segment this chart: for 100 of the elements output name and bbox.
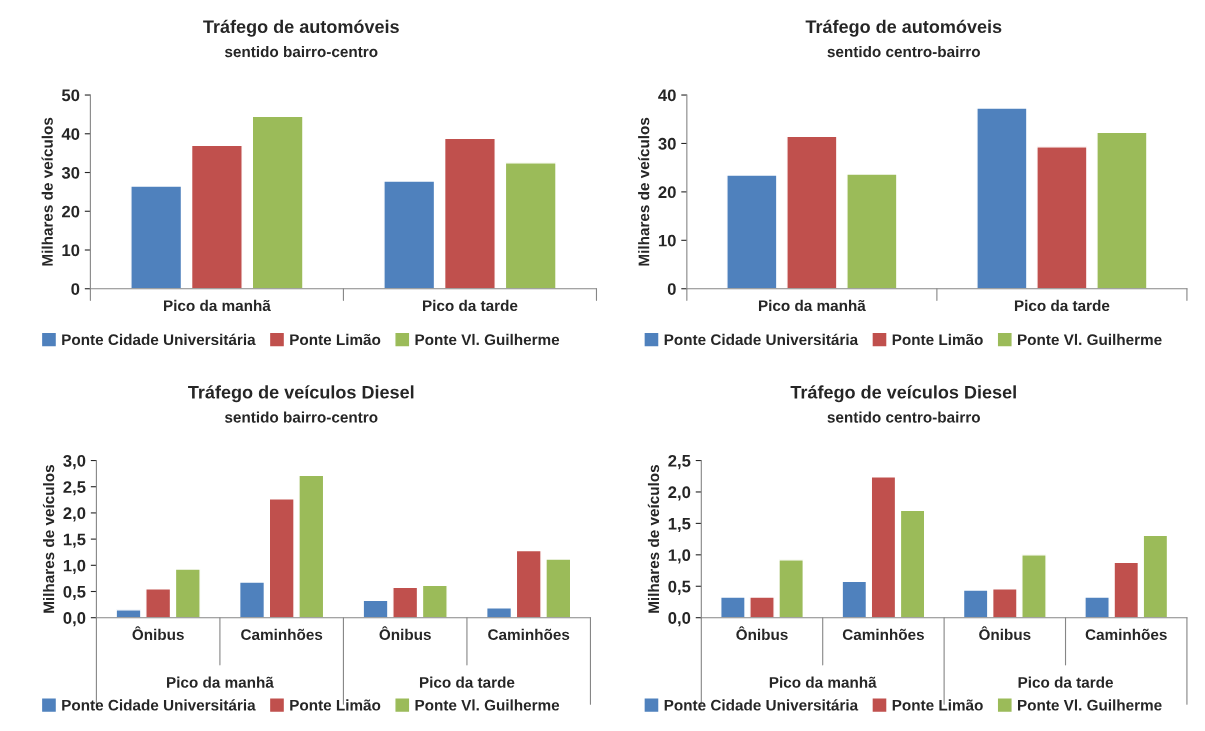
x-tick-label: Ônibus (736, 626, 788, 641)
bar (846, 173, 898, 289)
y-tick-label: 30 (61, 166, 80, 179)
x-tick-label: Pico da manhã (758, 299, 866, 312)
x-tick-label: Caminhões (842, 628, 924, 641)
y-tick-label: 0,5 (668, 580, 691, 595)
y-axis-title: Milhares de veículos (42, 465, 55, 613)
y-axis-title: Milhares de veículos (637, 117, 650, 266)
bar (421, 584, 448, 618)
legend-label: Ponte Vl. Guilherme (415, 333, 560, 346)
legend-label: Ponte Cidade Universitária (62, 699, 256, 711)
chart-title: Tráfego de automóveis (203, 19, 399, 37)
y-tick-label: 2,5 (668, 454, 691, 470)
bar (174, 568, 201, 618)
x-tick-label: Caminhões (241, 628, 323, 641)
y-tick-label: 2,0 (668, 486, 691, 501)
bar (443, 137, 496, 289)
text: Pico da manhã (167, 676, 274, 688)
x-tick-label: Ônibus (979, 626, 1031, 641)
bar (1113, 561, 1140, 618)
legend-label: Ponte Limão (892, 333, 983, 346)
chart-subtitle: sentido bairro-centro (224, 45, 378, 58)
bar (392, 586, 419, 618)
bar (545, 558, 572, 618)
legend-label: Ponte Cidade Universitária (62, 333, 256, 346)
bar (115, 609, 142, 618)
chart-title: Tráfego de veículos Diesel (790, 385, 1016, 403)
legend-label: Ponte Vl. Guilherme (1018, 333, 1162, 346)
bar (786, 135, 838, 289)
y-tick-label: 10 (62, 244, 80, 257)
chart-subtitle: sentido centro-bairro (827, 45, 980, 58)
y-tick-label: 0,0 (63, 612, 86, 627)
legend-label: Ponte Cidade Universitária (664, 333, 859, 346)
y-axis-title: Milhares de veículos (647, 465, 660, 613)
bar (726, 174, 778, 289)
y-tick-label: 40 (658, 89, 676, 102)
bar (749, 596, 775, 618)
bar (504, 162, 557, 289)
bar (1036, 146, 1088, 289)
bar (1096, 131, 1148, 289)
chart-subtitle: sentido centro-bairro (827, 411, 980, 423)
text: Pico da tarde (419, 676, 515, 688)
y-tick-label: 1,0 (63, 559, 86, 574)
bar (130, 185, 183, 289)
bar (298, 474, 325, 618)
bar (515, 549, 542, 618)
x-tick-label: Caminhões (1085, 628, 1167, 641)
bar (268, 498, 295, 618)
bar (870, 476, 897, 618)
bar (1142, 534, 1169, 618)
y-tick-label: 1,5 (668, 517, 691, 533)
y-tick-label: 2,0 (63, 507, 86, 522)
x-tick-label: Ônibus (132, 626, 184, 641)
bar (486, 607, 513, 618)
bar (383, 180, 436, 289)
bar (991, 588, 1018, 618)
bar (190, 144, 243, 289)
legend-label: Ponte Vl. Guilherme (1018, 699, 1162, 711)
legend-label: Ponte Limão (892, 699, 983, 711)
y-tick-label: 30 (658, 137, 676, 150)
y-tick-label: 2,5 (63, 481, 86, 496)
text: Pico da manhã (769, 676, 877, 688)
legend-label: Ponte Vl. Guilherme (415, 699, 560, 711)
legend-label: Ponte Cidade Universitária (664, 699, 859, 711)
y-tick-label: 0 (667, 283, 676, 295)
bar (362, 599, 389, 618)
bar (1021, 554, 1047, 618)
legend-label: Ponte Limão (290, 333, 381, 346)
x-tick-label: Caminhões (488, 628, 570, 641)
bar (1084, 596, 1110, 618)
y-tick-label: 0,5 (63, 585, 86, 601)
bar (145, 588, 172, 618)
y-tick-label: 0 (71, 283, 80, 295)
x-tick-label: Ônibus (379, 626, 431, 641)
y-tick-label: 20 (658, 186, 676, 199)
text: Pico da tarde (1018, 676, 1113, 688)
y-tick-label: 50 (61, 89, 80, 102)
y-tick-label: 1,5 (63, 533, 86, 548)
bar (841, 580, 868, 618)
y-tick-label: 40 (61, 128, 80, 140)
bar (251, 115, 304, 289)
bar (720, 596, 746, 618)
legend-label: Ponte Limão (290, 699, 381, 711)
y-tick-label: 10 (658, 234, 676, 247)
y-tick-label: 0,0 (668, 612, 691, 627)
bar (778, 559, 804, 618)
bar (976, 107, 1028, 289)
chart-subtitle: sentido bairro-centro (224, 411, 378, 423)
x-tick-label: Pico da tarde (1014, 299, 1110, 312)
y-tick-label: 3,0 (63, 454, 86, 470)
chart-title: Tráfego de veículos Diesel (188, 385, 414, 403)
chart-title: Tráfego de automóveis (805, 19, 1002, 37)
bar (238, 581, 266, 618)
y-tick-label: 20 (62, 205, 80, 218)
bar (962, 589, 989, 618)
y-tick-label: 1,0 (668, 549, 691, 564)
y-axis-title: Milhares de veículos (41, 117, 53, 266)
x-tick-label: Pico da manhã (164, 299, 271, 312)
bar (899, 509, 926, 618)
x-tick-label: Pico da tarde (423, 299, 518, 312)
